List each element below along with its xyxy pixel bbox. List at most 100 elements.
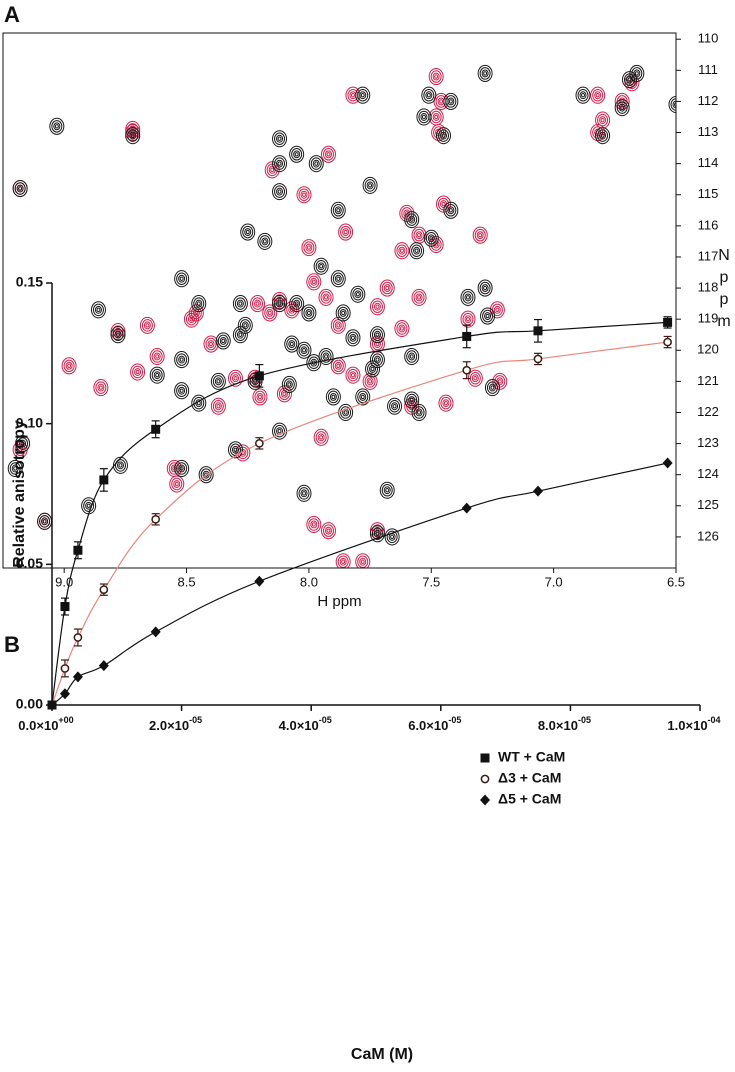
contour [595, 92, 600, 98]
contour [618, 103, 626, 112]
peak [614, 99, 630, 117]
contour [425, 91, 433, 100]
contour [174, 481, 179, 487]
contour [332, 204, 344, 217]
contour [135, 369, 140, 375]
peak [421, 86, 437, 104]
peak [313, 257, 329, 275]
peak [37, 512, 53, 530]
contour [443, 400, 448, 406]
contour [274, 132, 286, 146]
contour [237, 316, 253, 334]
contour [334, 361, 342, 370]
contour [310, 520, 318, 529]
x-tick-exponent: -05 [319, 715, 332, 725]
y-axis-label: p [720, 291, 729, 308]
contour [63, 359, 75, 373]
contour [231, 374, 239, 383]
contour [385, 488, 390, 493]
peak [257, 232, 273, 250]
point [662, 457, 673, 469]
contour [54, 124, 59, 129]
contour [381, 483, 393, 497]
contour [276, 296, 284, 305]
y-tick-label: 119 [698, 311, 719, 326]
x-tick-label: 8.5 [178, 574, 196, 589]
legend-marker [480, 753, 490, 763]
contour [191, 394, 207, 412]
peak [250, 295, 266, 313]
contour [322, 148, 334, 161]
contour [345, 366, 361, 384]
point [72, 671, 83, 683]
contour [198, 466, 214, 484]
contour [9, 462, 21, 475]
contour [373, 330, 381, 339]
contour [354, 290, 362, 299]
contour [473, 376, 478, 381]
contour [42, 519, 47, 524]
contour [396, 322, 408, 335]
contour [262, 304, 278, 322]
point [254, 575, 265, 587]
contour [360, 394, 365, 400]
peak [306, 273, 322, 291]
contour [151, 350, 163, 363]
peak [379, 481, 395, 499]
contour [277, 189, 282, 194]
contour [396, 244, 408, 257]
peak [379, 279, 395, 297]
x-tick-mantissa: 1.0×10 [667, 718, 707, 733]
contour [340, 406, 352, 419]
contour [289, 341, 294, 347]
peak [595, 111, 611, 129]
contour [190, 306, 202, 320]
contour [369, 326, 385, 344]
contour [259, 235, 271, 248]
x-tick-exponent: -04 [708, 715, 721, 725]
contour [373, 302, 381, 311]
contour [317, 433, 325, 442]
contour [277, 161, 282, 166]
y-tick-label: 117 [698, 248, 719, 263]
x-axis-label: CaM (M) [351, 1046, 413, 1063]
contour [65, 361, 73, 370]
peak [575, 86, 591, 104]
contour [383, 284, 391, 293]
contour [231, 445, 239, 454]
contour [409, 354, 414, 359]
contour [440, 200, 448, 209]
contour [306, 310, 311, 316]
peak [203, 335, 219, 353]
contour [302, 348, 307, 353]
peak [139, 316, 155, 334]
contour [326, 152, 331, 157]
contour [285, 380, 293, 389]
x-tick-label: 8.0×10-05 [538, 715, 591, 733]
contour [581, 92, 586, 98]
peak [369, 326, 385, 344]
contour [415, 293, 423, 302]
point [73, 545, 83, 555]
contour [408, 215, 416, 224]
peak [198, 466, 214, 484]
contour [272, 155, 288, 173]
peak [369, 298, 385, 316]
contour [127, 129, 139, 142]
contour [216, 404, 221, 409]
x-tick-label: 6.0×10-05 [408, 715, 461, 733]
y-tick-label: 0.05 [16, 555, 43, 571]
y-axis-label: Relative anisotropy [11, 420, 28, 568]
contour [320, 291, 332, 304]
contour [443, 92, 459, 110]
contour [324, 526, 332, 535]
contour [620, 105, 625, 110]
legend-marker [480, 774, 490, 784]
x-tick-label: 6.5 [667, 574, 685, 589]
contour [334, 206, 342, 215]
contour [303, 306, 315, 320]
contour [438, 394, 454, 412]
peak [191, 295, 207, 313]
point [60, 664, 70, 673]
peak [330, 201, 346, 219]
